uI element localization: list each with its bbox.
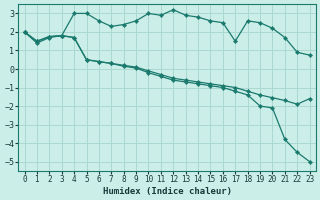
X-axis label: Humidex (Indice chaleur): Humidex (Indice chaleur) — [103, 187, 232, 196]
